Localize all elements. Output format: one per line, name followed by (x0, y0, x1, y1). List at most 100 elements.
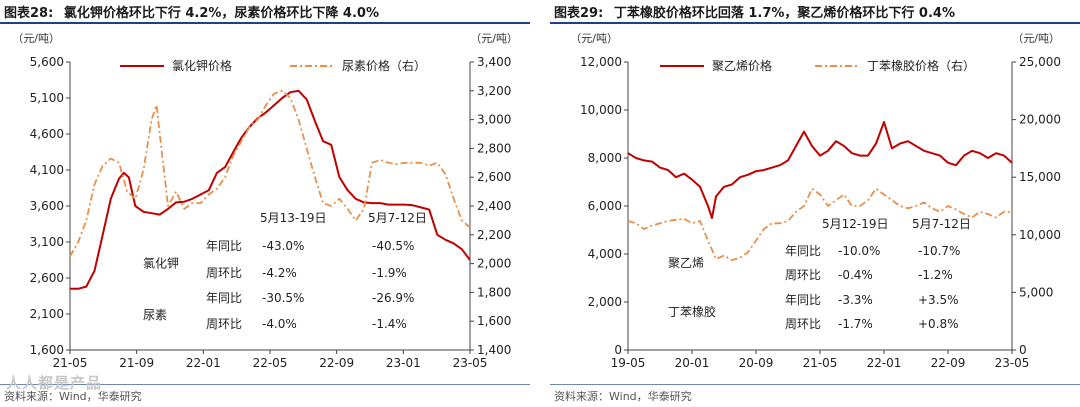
title-text: 氯化钾价格环比下行 4.2%，尿素价格环比下降 4.0% (63, 6, 379, 21)
left-tick-label: 5,600 (30, 55, 64, 69)
left-tick-label: 2,600 (30, 271, 64, 285)
title-rule (550, 22, 1080, 24)
left-tick-label: 8,000 (588, 151, 622, 165)
annotation-group: 氯化钾 (143, 257, 179, 271)
x-tick-label: 19-05 (611, 356, 646, 370)
annotation-value: +0.8% (918, 317, 959, 331)
annotation-metric: 周环比 (206, 266, 242, 280)
series-line-primary (70, 89, 471, 290)
right-tick-label: 1,400 (477, 343, 511, 357)
annotation-group: 聚乙烯 (668, 256, 704, 270)
right-tick-label: 2,200 (477, 228, 511, 242)
annotation-value: -10.0% (838, 244, 880, 258)
chart-title: 图表29: 丁苯橡胶价格环比回落 1.7%，聚乙烯价格环比下行 0.4% (554, 2, 955, 21)
watermark-text: 人人都是产品 (6, 374, 103, 392)
series-line-secondary (69, 89, 471, 257)
legend-label: 丁苯橡胶价格（右） (867, 58, 975, 73)
annotation-metric: 年同比 (206, 291, 242, 305)
right-tick-label: 2,000 (477, 257, 511, 271)
x-tick-label: 22-09 (931, 356, 966, 370)
annotation-header: 5月13-19日 (260, 211, 327, 225)
right-tick-label: 2,600 (477, 170, 511, 184)
left-tick-label: 1,600 (30, 343, 64, 357)
annotation-value: -1.9% (372, 266, 407, 280)
right-tick-label: 5,000 (1019, 285, 1053, 299)
title-text: 丁苯橡胶价格环比回落 1.7%，聚乙烯价格环比下行 0.4% (613, 6, 955, 21)
annotation-metric: 周环比 (785, 268, 821, 282)
right-tick-label: 1,800 (477, 285, 511, 299)
left-axis-unit: （元/吨） (12, 32, 60, 45)
annotation-value: -1.7% (838, 317, 873, 331)
x-tick-label: 20-01 (675, 356, 710, 370)
left-tick-label: 10,000 (580, 103, 622, 117)
right-tick-label: 3,200 (477, 84, 511, 98)
left-tick-label: 0 (614, 343, 622, 357)
annotation-value: +3.5% (918, 293, 959, 307)
left-tick-label: 4,100 (30, 163, 64, 177)
right-tick-label: 0 (1019, 343, 1027, 357)
x-tick-label: 23-05 (995, 356, 1030, 370)
x-tick-label: 22-09 (319, 356, 354, 370)
right-tick-label: 3,000 (477, 113, 511, 127)
annotation-value: -3.3% (838, 293, 873, 307)
right-tick-label: 15,000 (1019, 170, 1061, 184)
right-tick-label: 3,400 (477, 55, 511, 69)
right-tick-label: 10,000 (1019, 228, 1061, 242)
annotation-value: -0.4% (838, 268, 873, 282)
right-tick-label: 2,400 (477, 199, 511, 213)
line-chart-potash-urea: （元/吨） （元/吨） 1,600 2,100 2,600 3,100 3,600 4,100… (12, 32, 518, 370)
annotation-metric: 年同比 (785, 293, 821, 307)
x-tick-label: 21-09 (119, 356, 154, 370)
left-tick-label: 6,000 (588, 199, 622, 213)
right-axis-unit: （元/吨） (470, 32, 518, 45)
right-tick-label: 2,800 (477, 141, 511, 155)
annotation-value: -40.5% (372, 239, 414, 253)
title-rule (0, 22, 530, 24)
x-tick-label: 22-01 (867, 356, 902, 370)
source-note: 资料来源：Wind，华泰研究 (554, 390, 692, 403)
annotation-metric: 年同比 (785, 244, 821, 258)
annotation-value: -43.0% (262, 239, 304, 253)
annotation-value: -1.2% (918, 268, 953, 282)
x-tick-label: 22-01 (186, 356, 221, 370)
left-axis-unit: （元/吨） (570, 32, 618, 45)
annotation-group: 尿素 (143, 308, 167, 322)
series-line-primary (627, 121, 1013, 219)
source-rule (0, 384, 530, 385)
x-tick-label: 23-05 (453, 356, 488, 370)
chart-panel-pe-sbr: 图表29: 丁苯橡胶价格环比回落 1.7%，聚乙烯价格环比下行 0.4% （元/… (550, 0, 1080, 407)
right-axis-unit: （元/吨） (1012, 32, 1060, 45)
x-tick-label: 21-05 (803, 356, 838, 370)
annotation-value: -10.7% (918, 244, 960, 258)
annotation-value: -1.4% (372, 317, 407, 331)
annotation-value: -30.5% (262, 291, 304, 305)
annotation-value: -4.2% (262, 266, 297, 280)
right-tick-label: 25,000 (1019, 55, 1061, 69)
right-tick-label: 1,600 (477, 314, 511, 328)
legend-label: 聚乙烯价格 (712, 58, 772, 73)
annotation-group: 丁苯橡胶 (668, 304, 716, 319)
left-tick-label: 4,000 (588, 247, 622, 261)
x-tick-label: 22-05 (253, 356, 288, 370)
line-chart-pe-sbr: （元/吨） （元/吨） 0 2,000 4,000 6,000 8,000 10,000 12,… (570, 32, 1061, 370)
left-tick-label: 3,600 (30, 199, 64, 213)
left-tick-label: 3,100 (30, 235, 64, 249)
source-rule (550, 384, 1080, 385)
chart-title: 图表28: 氯化钾价格环比下行 4.2%，尿素价格环比下降 4.0% (4, 2, 379, 21)
x-tick-label: 20-09 (739, 356, 774, 370)
chart-panel-potash-urea: 图表28: 氯化钾价格环比下行 4.2%，尿素价格环比下降 4.0% （元/吨）… (0, 0, 530, 407)
left-tick-label: 2,000 (588, 295, 622, 309)
legend-label: 氯化钾价格 (172, 58, 232, 73)
annotation-header: 5月7-12日 (368, 211, 427, 225)
annotation-header: 5月7-12日 (912, 217, 971, 231)
left-tick-label: 2,100 (30, 307, 64, 321)
series-line-secondary (627, 187, 1012, 262)
left-tick-label: 12,000 (580, 55, 622, 69)
legend-label: 尿素价格（右） (342, 58, 426, 73)
annotation-metric: 年同比 (206, 239, 242, 253)
x-tick-label: 21-05 (53, 356, 88, 370)
figure-label: 图表29: (554, 6, 604, 21)
left-tick-label: 5,100 (30, 91, 64, 105)
annotation-header: 5月12-19日 (822, 217, 889, 231)
x-tick-label: 23-01 (386, 356, 421, 370)
